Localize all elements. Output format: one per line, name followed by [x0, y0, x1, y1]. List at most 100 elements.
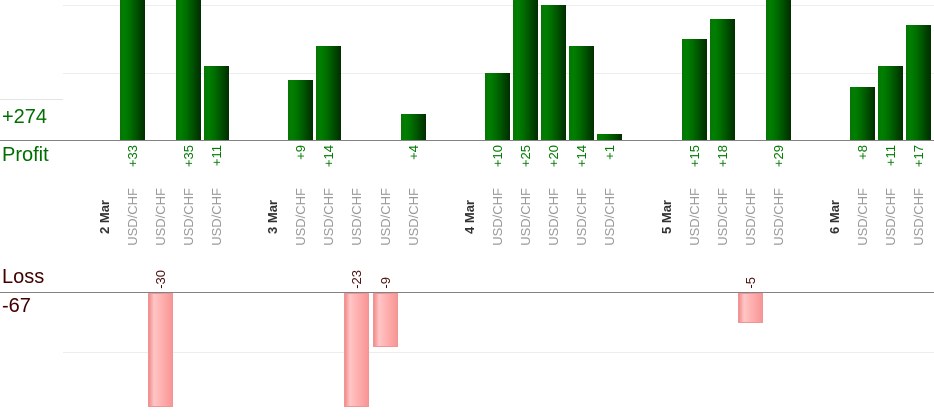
date-tick-label: 3 Mar: [265, 200, 281, 234]
profit-value: +29: [766, 145, 791, 167]
symbol-tick: USD/CHF: [850, 184, 875, 250]
profit-value-label: +14: [321, 145, 337, 168]
profit-value-label: +1: [602, 145, 618, 160]
symbol-tick-label: USD/CHF: [349, 188, 365, 246]
date-tick: 5 Mar: [654, 184, 679, 250]
profit-bar: [541, 5, 567, 141]
profit-value: +25: [513, 145, 538, 167]
symbol-tick-label: USD/CHF: [714, 188, 730, 246]
symbol-tick: USD/CHF: [344, 184, 369, 250]
symbol-tick-label: USD/CHF: [208, 188, 224, 246]
profit-value-label: +9: [293, 145, 309, 160]
loss-value: -30: [148, 270, 173, 289]
profit-value: +18: [710, 145, 735, 167]
date-tick: 2 Mar: [92, 184, 117, 250]
profit-value-label: +33: [124, 145, 140, 168]
profit-bar: [709, 18, 735, 141]
loss-axis-label: Loss: [2, 266, 45, 288]
profit-value-label: +11: [208, 145, 224, 167]
loss-value: -9: [373, 277, 398, 289]
label-area-separator: [0, 99, 63, 100]
profit-value: +20: [541, 145, 566, 167]
date-tick: 6 Mar: [822, 184, 847, 250]
symbol-tick: USD/CHF: [120, 184, 145, 250]
profit-bar: [597, 134, 623, 141]
symbol-tick-label: USD/CHF: [405, 188, 421, 246]
loss-plot-area: [0, 293, 934, 407]
loss-bar: [737, 293, 763, 323]
profit-value: +14: [569, 145, 594, 167]
symbol-tick: USD/CHF: [485, 184, 510, 250]
profit-bar: [569, 45, 595, 141]
profit-value-label: +10: [489, 145, 505, 168]
symbol-tick: USD/CHF: [906, 184, 931, 250]
profit-bar: [316, 45, 342, 141]
symbol-tick: USD/CHF: [373, 184, 398, 250]
symbol-tick-label: USD/CHF: [152, 188, 168, 246]
loss-bar: [372, 293, 398, 347]
symbol-tick: USD/CHF: [682, 184, 707, 250]
symbol-tick: USD/CHF: [766, 184, 791, 250]
profit-value: +1: [597, 145, 622, 160]
profit-value: +35: [176, 145, 201, 167]
profit-value-label: +29: [770, 145, 786, 168]
symbol-tick: USD/CHF: [176, 184, 201, 250]
profit-value-label: +8: [855, 145, 871, 160]
profit-value: +14: [316, 145, 341, 167]
symbol-tick-label: USD/CHF: [546, 188, 562, 246]
symbol-tick-label: USD/CHF: [574, 188, 590, 246]
profit-bar: [175, 0, 201, 141]
loss-value-label: -5: [742, 277, 758, 289]
loss-value-label: -30: [152, 270, 168, 289]
loss-value: -23: [344, 270, 369, 289]
profit-value: +15: [682, 145, 707, 167]
symbol-tick: USD/CHF: [738, 184, 763, 250]
loss-gridline-10: [63, 352, 934, 353]
profit-value: +33: [120, 145, 145, 167]
profit-bar: [484, 73, 510, 141]
symbol-tick: USD/CHF: [597, 184, 622, 250]
loss-value: -5: [738, 277, 763, 289]
profit-value-label: +11: [883, 145, 899, 167]
date-tick: 3 Mar: [260, 184, 285, 250]
symbol-tick: USD/CHF: [401, 184, 426, 250]
profit-value-label: +18: [714, 145, 730, 168]
symbol-tick-label: USD/CHF: [602, 188, 618, 246]
profit-bar: [878, 66, 904, 141]
symbol-tick: USD/CHF: [541, 184, 566, 250]
loss-bar: [344, 293, 370, 407]
symbol-tick-label: USD/CHF: [686, 188, 702, 246]
profit-zero-axis-line: [0, 140, 934, 141]
loss-zero-axis-line: [0, 292, 934, 293]
symbol-tick: USD/CHF: [878, 184, 903, 250]
profit-bar: [119, 0, 145, 141]
date-tick: 4 Mar: [457, 184, 482, 250]
symbol-tick-label: USD/CHF: [180, 188, 196, 246]
profit-value: +17: [906, 145, 931, 167]
profit-gridline-20: [63, 5, 934, 6]
symbol-tick-label: USD/CHF: [321, 188, 337, 246]
profit-axis-label: Profit: [2, 144, 49, 166]
profit-value-label: +20: [546, 145, 562, 168]
date-tick-label: 4 Mar: [461, 200, 477, 234]
symbol-tick: USD/CHF: [513, 184, 538, 250]
profit-value-label: +4: [405, 145, 421, 160]
loss-total-label: -67: [2, 295, 31, 317]
profit-plot-area: [0, 0, 934, 141]
loss-value-label: -9: [377, 277, 393, 289]
profit-bar: [203, 66, 229, 141]
symbol-tick: USD/CHF: [316, 184, 341, 250]
profit-value: +4: [401, 145, 426, 160]
profit-bar: [513, 0, 538, 141]
symbol-tick-label: USD/CHF: [124, 188, 140, 246]
profit-bar: [400, 113, 426, 141]
profit-value-label: +25: [518, 145, 533, 168]
profit-bar: [850, 86, 876, 141]
symbol-tick: USD/CHF: [569, 184, 594, 250]
symbol-tick-label: USD/CHF: [770, 188, 786, 246]
date-tick-label: 5 Mar: [658, 200, 674, 234]
symbol-tick-label: USD/CHF: [518, 188, 533, 246]
symbol-tick-label: USD/CHF: [883, 188, 899, 246]
date-tick-label: 6 Mar: [827, 200, 843, 234]
